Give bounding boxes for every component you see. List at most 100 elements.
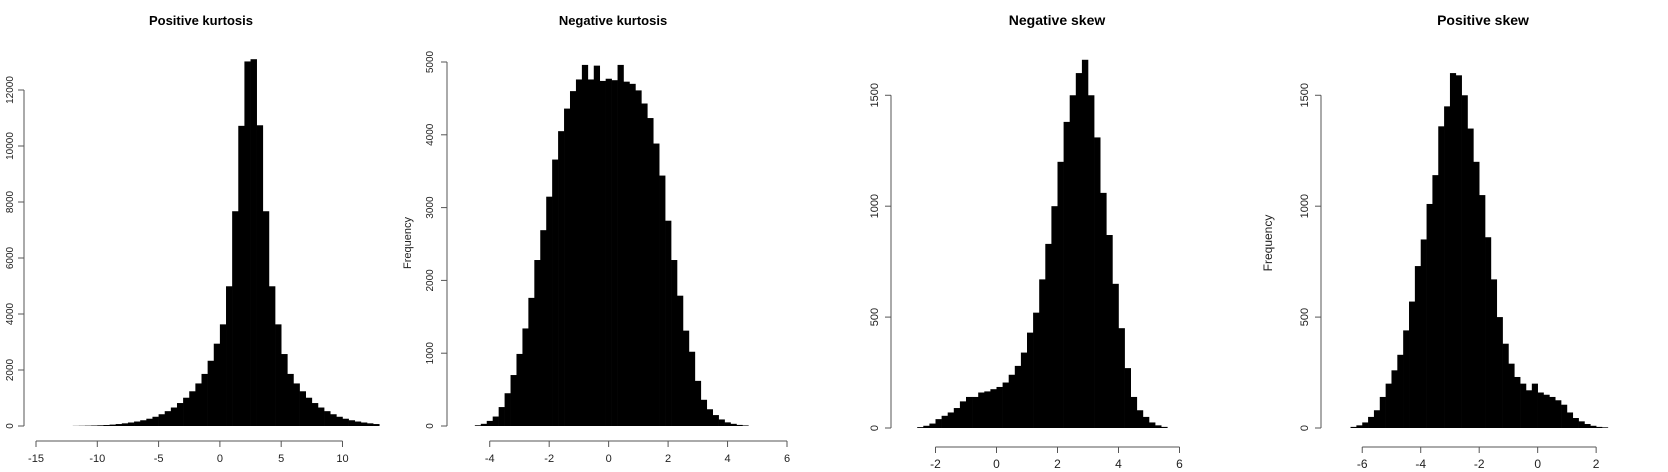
y-tick-label: 5000 [425,50,436,73]
histogram-bar [1118,328,1125,428]
x-tick-label: 5 [278,453,284,465]
histogram-bar [923,425,930,428]
x-tick-label: 6 [1176,457,1183,471]
y-tick-label: 10000 [5,132,16,160]
histogram-bar [635,90,642,426]
histogram-bar [688,351,696,426]
histogram-bar [1142,416,1150,428]
x-tick-label: -2 [930,457,941,471]
y-axis-label: Frequency [1261,215,1275,272]
histogram-bar [1409,301,1416,428]
x-tick-label: -2 [1474,457,1485,471]
histogram-bar [706,409,713,426]
histogram-bar [213,343,221,426]
x-tick-label: 10 [336,453,348,465]
y-tick-label: 8000 [5,190,16,213]
histogram-bar [569,91,577,427]
histogram-bar [226,286,233,426]
histogram-bar [1590,425,1597,428]
histogram-bar [659,175,666,426]
axes: -2 0 2 4 6 0 500 1000 1500 [869,83,1183,471]
axes: -6 -4 -2 0 2 0 500 1000 1500 [1299,83,1600,471]
histogram-bar [244,61,251,426]
histogram-bar [736,424,743,426]
histogram-bar [724,422,731,426]
histogram-bar [978,392,985,428]
histogram-bar [238,125,245,426]
x-tick-label: -10 [89,453,105,465]
y-tick-label: 0 [425,423,436,429]
x-tick-label: 0 [606,453,612,465]
histogram-bar [324,411,331,426]
y-tick-label: 6000 [5,246,16,269]
histogram-bar [1543,394,1550,428]
histogram-bar [1502,343,1509,428]
histogram-bar [1531,383,1538,428]
panel-title: Negative skew [1009,12,1106,28]
histogram-bar [293,383,300,426]
histogram-bar [1069,95,1077,429]
histogram-bar [522,328,529,426]
histogram-bar [317,407,325,426]
histogram-bar [1537,392,1544,428]
histogram-bar [183,397,190,426]
y-tick-label: 3000 [425,196,436,219]
histogram-bar [1578,421,1585,428]
histogram-bar [311,403,319,426]
histogram-bar [367,423,374,426]
histogram-bar [1467,128,1474,429]
x-tick-label: 2 [1054,457,1061,471]
histogram-bar [1520,383,1527,428]
bar-group [474,64,749,427]
y-tick-label: 4000 [425,123,436,146]
histogram-bar [109,424,116,426]
histogram-bar [564,108,571,426]
histogram-bar [134,421,141,426]
y-tick-label: 500 [869,308,881,326]
histogram-bar [959,401,967,428]
histogram-bar [712,415,719,426]
histogram-bar [677,295,684,426]
histogram-bar [1426,203,1433,428]
histogram-bar [1350,426,1357,428]
x-tick-label: 2 [1593,457,1600,471]
histogram-bar [158,414,166,426]
histogram-bar [528,297,535,426]
histogram-bar [1438,126,1445,428]
histogram-bar [281,354,288,426]
histogram-bar [742,425,749,426]
histogram-bar [232,211,239,426]
y-tick-label: 1000 [425,342,436,365]
histogram-bar [480,423,488,426]
y-tick-label: 1000 [1299,194,1311,218]
histogram-bar [504,393,511,426]
histogram-bar [1094,137,1101,429]
histogram-bar [1432,175,1439,428]
y-tick-label: 4000 [5,302,16,325]
histogram-bar [1063,121,1070,428]
histogram-bar [1051,206,1058,428]
histogram-bar [1379,396,1386,428]
histogram-bar [1368,416,1375,428]
histogram-bar [587,79,595,426]
histogram-bar [1449,73,1457,428]
x-tick-label: 0 [993,457,1000,471]
histogram-bar [1008,374,1016,428]
histogram-bar [1403,330,1410,428]
histogram-bar [1039,279,1046,428]
histogram-bar [1081,59,1089,428]
histogram-bar [1033,312,1040,428]
histogram-bar [152,416,159,426]
x-tick-label: 0 [1534,457,1541,471]
histogram-bar [510,375,517,426]
histogram-bar [121,423,129,426]
histogram-bar [305,397,313,426]
y-tick-label: 2000 [425,269,436,292]
histogram-bar [170,407,178,426]
histogram-bar [671,260,678,426]
histogram-bar [140,420,147,426]
histogram-bar [103,425,110,426]
histogram-bar [1002,382,1009,428]
x-tick-label: 4 [1115,457,1122,471]
histogram-bar [575,79,583,426]
